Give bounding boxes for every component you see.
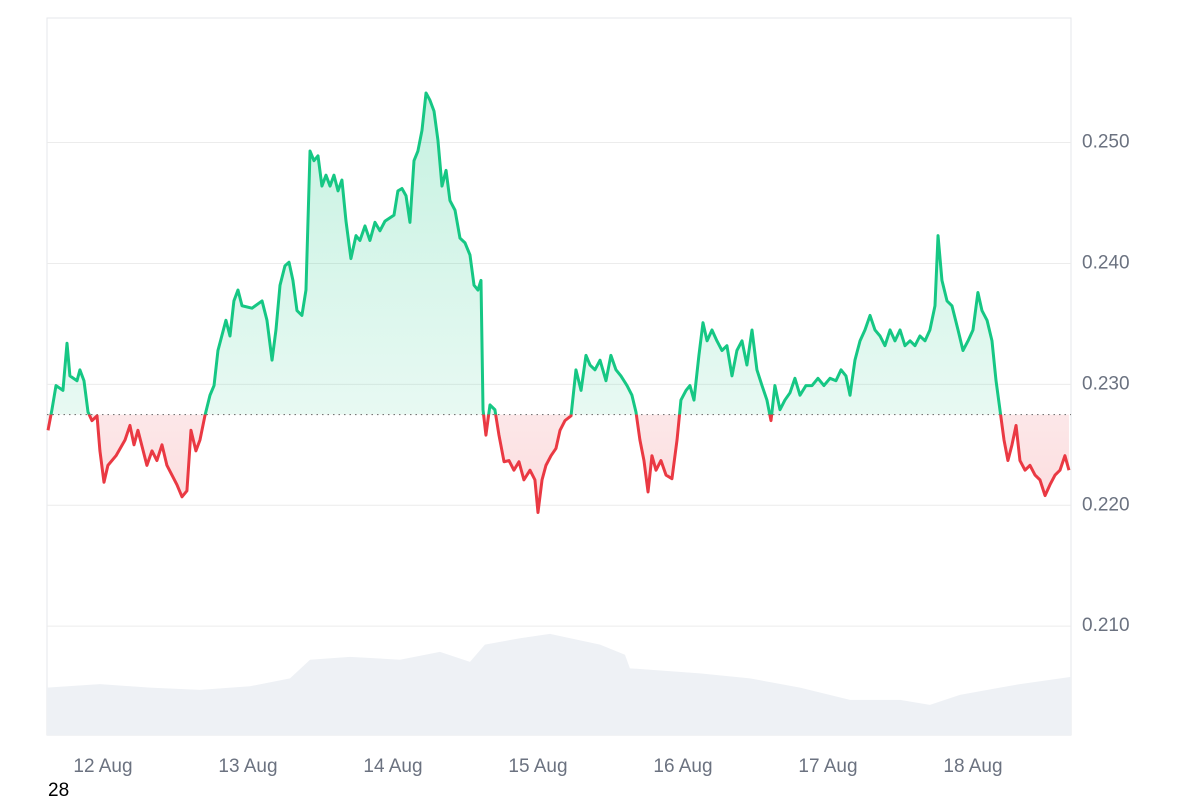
y-tick-label: 0.240 — [1082, 252, 1130, 273]
y-tick-label: 0.220 — [1082, 494, 1130, 515]
price-line — [46, 91, 1071, 515]
x-tick-label: 12 Aug — [73, 756, 132, 777]
x-tick-label: 16 Aug — [653, 756, 712, 777]
x-tick-label: 18 Aug — [943, 756, 1002, 777]
volume-area — [47, 633, 1071, 735]
footnote: 28 — [48, 780, 69, 800]
x-tick-label: 17 Aug — [798, 756, 857, 777]
y-tick-label: 0.250 — [1082, 132, 1130, 153]
x-tick-label: 15 Aug — [508, 756, 567, 777]
y-tick-label: 0.210 — [1082, 615, 1130, 636]
x-tick-label: 14 Aug — [363, 756, 422, 777]
x-tick-label: 13 Aug — [218, 756, 277, 777]
price-area — [48, 92, 1069, 513]
y-tick-label: 0.230 — [1082, 373, 1130, 394]
